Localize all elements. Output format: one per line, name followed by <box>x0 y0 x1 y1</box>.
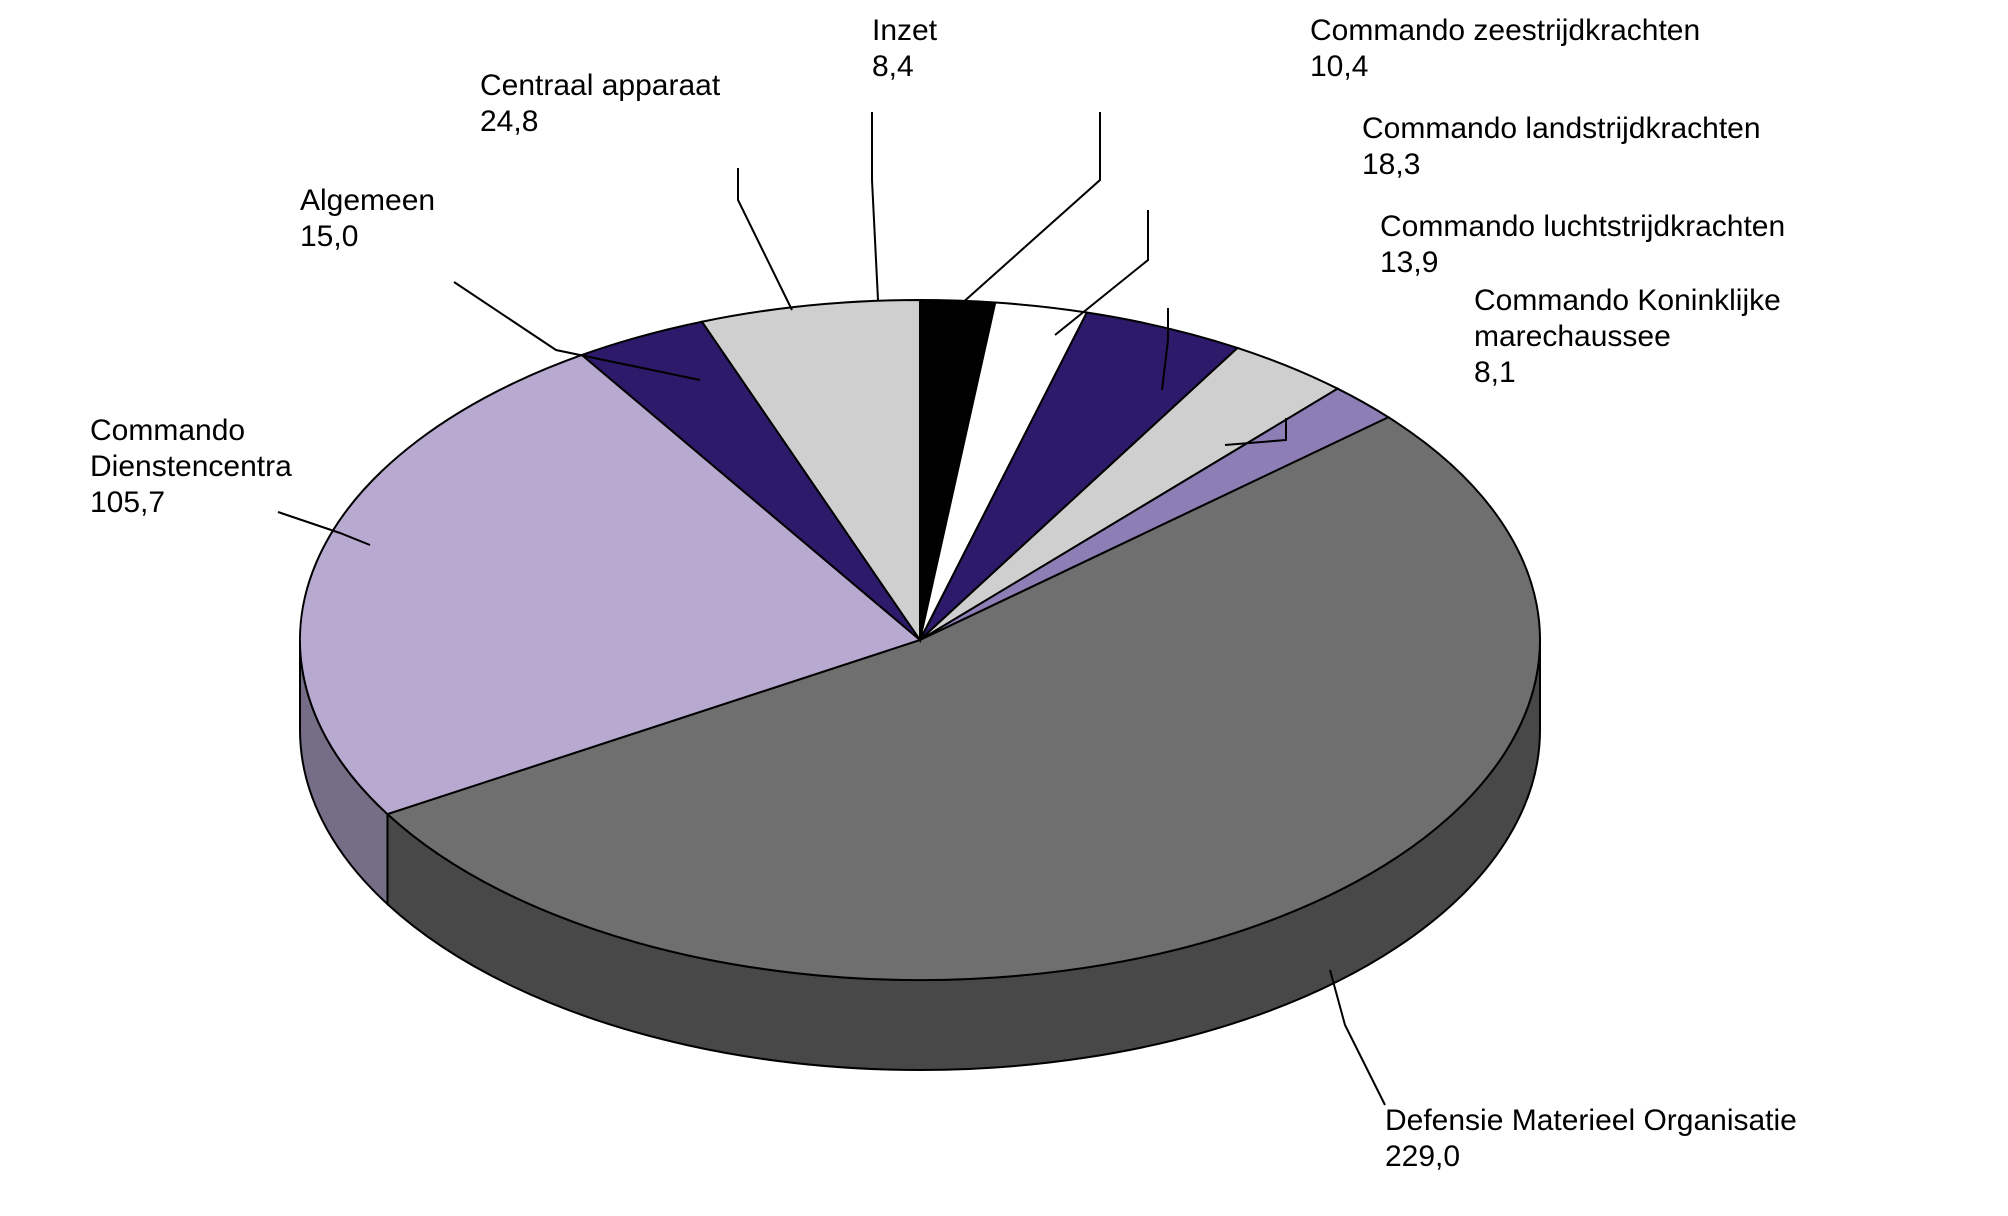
leader-line <box>738 168 792 310</box>
leader-line <box>872 112 878 300</box>
slice-label-line: 10,4 <box>1310 50 1368 83</box>
slice-label-line: 8,4 <box>872 50 914 83</box>
slice-label: Commando landstrijdkrachten18,3 <box>1362 112 1761 181</box>
slice-label-line: Commando Koninklijke <box>1474 284 1781 317</box>
slice-label-line: 13,9 <box>1380 246 1438 279</box>
slice-label-line: marechaussee <box>1474 320 1671 353</box>
slice-label: Commando luchtstrijdkrachten13,9 <box>1380 210 1785 279</box>
slice-label-line: 229,0 <box>1385 1140 1460 1173</box>
slice-label-line: Centraal apparaat <box>480 69 721 102</box>
slice-label-line: 24,8 <box>480 105 538 138</box>
slice-label-line: 105,7 <box>90 486 165 519</box>
slice-label: Algemeen15,0 <box>300 184 435 253</box>
slice-label: Commando Koninklijkemarechaussee8,1 <box>1474 284 1781 389</box>
slice-label-line: Commando landstrijdkrachten <box>1362 112 1761 145</box>
slice-label: Defensie Materieel Organisatie229,0 <box>1385 1104 1797 1173</box>
slice-label: Inzet8,4 <box>872 14 938 83</box>
slice-label-line: Inzet <box>872 14 938 47</box>
slice-label-line: Commando <box>90 414 245 447</box>
slice-label-line: Commando zeestrijdkrachten <box>1310 14 1700 47</box>
slice-label-line: 18,3 <box>1362 148 1420 181</box>
slice-label-line: Defensie Materieel Organisatie <box>1385 1104 1797 1137</box>
slice-label: CommandoDienstencentra105,7 <box>90 414 292 519</box>
leader-line <box>960 112 1100 305</box>
slice-label-line: Algemeen <box>300 184 435 217</box>
slice-label: Centraal apparaat24,8 <box>480 69 721 138</box>
slice-label-line: Commando luchtstrijdkrachten <box>1380 210 1785 243</box>
pie-chart-3d: Inzet8,4Commando zeestrijdkrachten10,4Co… <box>0 0 2008 1216</box>
slice-label-line: 8,1 <box>1474 356 1516 389</box>
slice-label-line: 15,0 <box>300 220 358 253</box>
leader-line <box>1330 970 1385 1105</box>
slice-label-line: Dienstencentra <box>90 450 292 483</box>
slice-label: Commando zeestrijdkrachten10,4 <box>1310 14 1700 83</box>
pie-top-faces <box>300 300 1540 980</box>
